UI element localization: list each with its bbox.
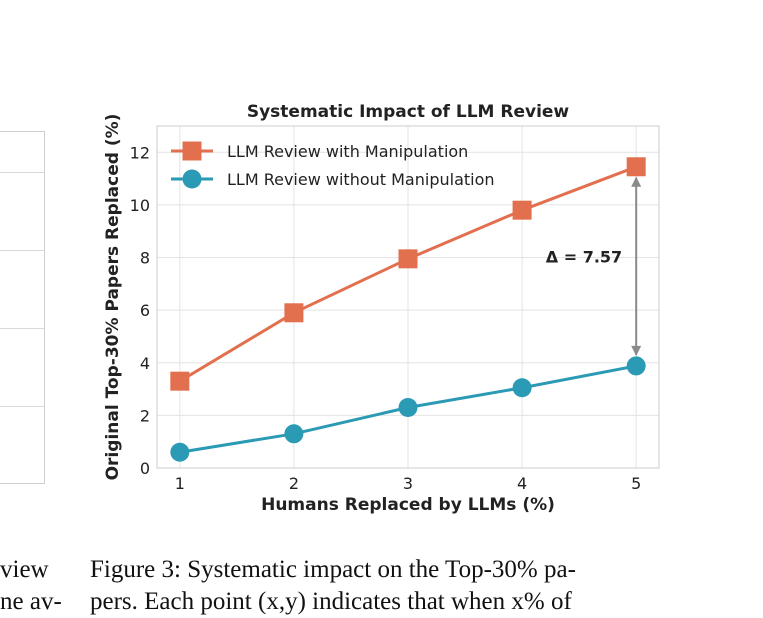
delta-label: Δ = 7.57 (546, 247, 622, 266)
chart-title: Systematic Impact of LLM Review (247, 102, 570, 122)
adjacent-table-fragment (0, 131, 45, 484)
x-tick-label: 4 (517, 474, 527, 493)
y-tick-label: 12 (130, 143, 150, 162)
legend-marker-square (182, 141, 202, 161)
table-rule (0, 172, 44, 173)
y-tick-label: 0 (140, 459, 150, 478)
data-point-square (512, 200, 532, 220)
x-tick-label: 1 (175, 474, 185, 493)
delta-annotation: Δ = 7.57 (546, 176, 642, 356)
data-point-circle (284, 424, 304, 444)
delta-arrow-head-bottom (631, 345, 642, 356)
y-tick-label: 10 (130, 196, 150, 215)
data-point-circle (170, 442, 190, 462)
data-point-square (626, 157, 646, 177)
data-point-circle (512, 378, 532, 398)
legend-marker-circle (182, 169, 202, 189)
data-point-square (398, 249, 418, 269)
left-column-text-line-2: ne av- (0, 588, 62, 615)
x-axis-label: Humans Replaced by LLMs (%) (261, 495, 555, 515)
data-point-square (284, 303, 304, 323)
data-point-circle (398, 397, 418, 417)
y-tick-label: 2 (140, 406, 150, 425)
x-tick-label: 5 (631, 474, 641, 493)
legend-entry-label: LLM Review with Manipulation (227, 142, 468, 161)
table-rule (0, 250, 44, 251)
legend: LLM Review with Manipulation LLM Review w… (171, 141, 495, 189)
y-tick-label: 8 (140, 249, 150, 268)
x-tick-label: 2 (289, 474, 299, 493)
figure-caption-line-2: pers. Each point (x,y) indicates that wh… (90, 588, 572, 615)
table-rule (0, 328, 44, 329)
delta-arrow-head-top (631, 176, 642, 187)
series-lines (170, 157, 646, 462)
x-tick-label: 3 (403, 474, 413, 493)
data-point-square (170, 371, 190, 391)
legend-entry-label: LLM Review without Manipulation (227, 170, 495, 189)
y-tick-label: 4 (140, 354, 150, 373)
plot-frame (156, 125, 660, 469)
figure-caption-line-1: Figure 3: Systematic impact on the Top-3… (90, 556, 576, 583)
left-column-text-line-1: view (0, 556, 49, 583)
y-tick-label: 6 (140, 301, 150, 320)
y-axis-label: Original Top-30% Papers Replaced (%) (103, 114, 123, 481)
table-rule (0, 406, 44, 407)
data-point-circle (626, 356, 646, 376)
